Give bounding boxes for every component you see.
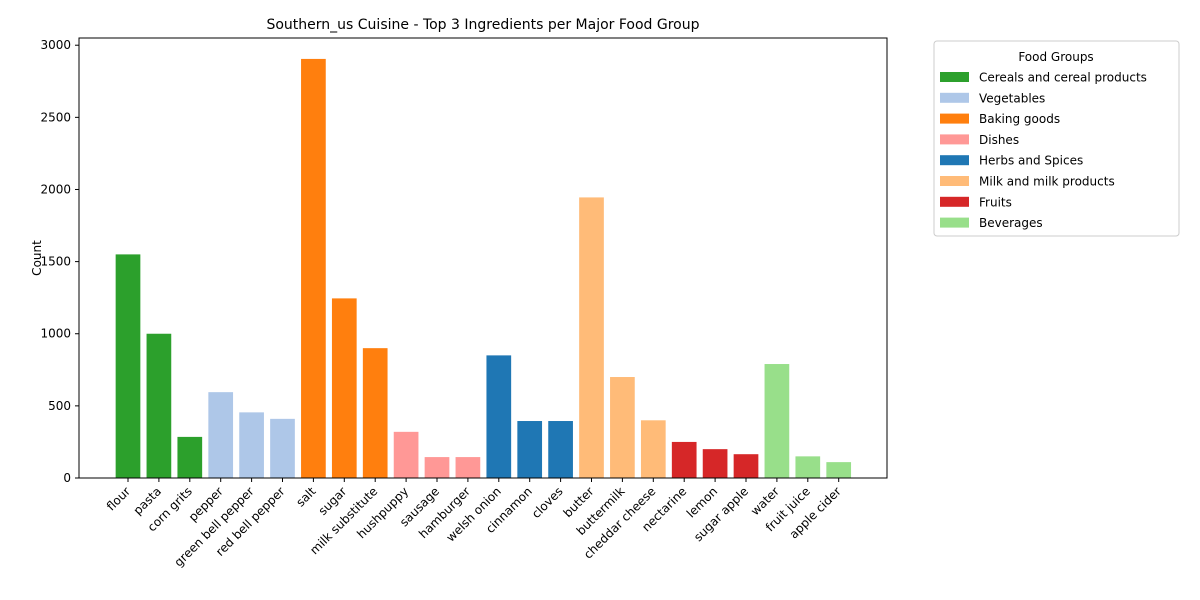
y-tick-label: 1500 [40,255,71,269]
legend-swatch-baking-goods [940,113,969,124]
legend-swatch-cereals-and-cereal-products [940,72,969,82]
bar-hamburger [455,457,481,478]
legend-swatch-milk-and-milk-products [940,176,969,186]
bar-green-bell-pepper [239,412,264,478]
bar-nectarine [671,441,697,478]
bar-milk-substitute [362,348,388,478]
bar-lemon [702,449,728,478]
legend-label-herbs-and-spices: Herbs and Spices [979,154,1083,168]
legend-swatch-dishes [940,134,969,145]
bar-apple-cider [826,462,852,478]
x-tick-label-salt: salt [293,484,318,509]
legend-swatch-beverages [940,217,969,228]
x-tick-label-cloves: cloves [529,484,566,521]
bar-butter [579,197,604,478]
bars-layer [115,58,852,479]
bar-flour [115,254,141,478]
bar-sugar-apple [733,454,759,478]
legend-frame [933,40,1180,237]
bar-salt [301,58,326,479]
y-axis-label: Count [30,240,44,276]
y-axis-ticks: 0 500 1000 1500 2000 2500 3000 [40,38,79,485]
legend-label-beverages: Beverages [979,216,1043,230]
legend-swatch-fruits [940,196,969,207]
legend-label-cereals-and-cereal-products: Cereals and cereal products [979,71,1147,85]
y-tick-label: 500 [48,399,71,413]
legend-swatch-herbs-and-spices [940,155,969,166]
y-tick-label: 1000 [40,327,71,341]
y-tick-label: 2500 [40,110,71,124]
bar-welsh-onion [486,355,512,478]
bar-cinnamon [517,421,543,478]
bar-hushpuppy [393,431,419,478]
legend-label-milk-and-milk-products: Milk and milk products [979,175,1115,189]
y-tick-label: 2000 [40,182,71,196]
chart-title: Southern_us Cuisine - Top 3 Ingredients … [266,17,699,33]
legend-title: Food Groups [1018,50,1093,64]
y-tick-label: 0 [63,471,71,485]
x-tick-label-flour: flour [104,484,133,513]
legend: Food Groups Cereals and cereal products V… [933,40,1180,237]
bar-sugar [331,298,357,478]
y-tick-label: 3000 [40,38,71,52]
bar-corn-grits [177,436,203,478]
bar-red-bell-pepper [270,418,295,478]
legend-swatch-vegetables [940,92,969,103]
bar-water [764,364,790,478]
bar-buttermilk [610,377,635,478]
legend-label-fruits: Fruits [979,195,1012,209]
bar-fruit-juice [795,456,821,478]
legend-label-dishes: Dishes [979,133,1019,147]
legend-label-baking-goods: Baking goods [979,112,1060,126]
bar-cheddar-cheese [640,420,666,478]
legend-items: Cereals and cereal products Vegetables Bak… [940,71,1147,230]
bar-pasta [146,333,172,478]
bar-cloves [548,421,573,478]
bar-sausage [424,457,450,478]
bar-pepper [208,392,234,478]
plot-frame [78,37,888,479]
legend-label-vegetables: Vegetables [979,91,1045,105]
